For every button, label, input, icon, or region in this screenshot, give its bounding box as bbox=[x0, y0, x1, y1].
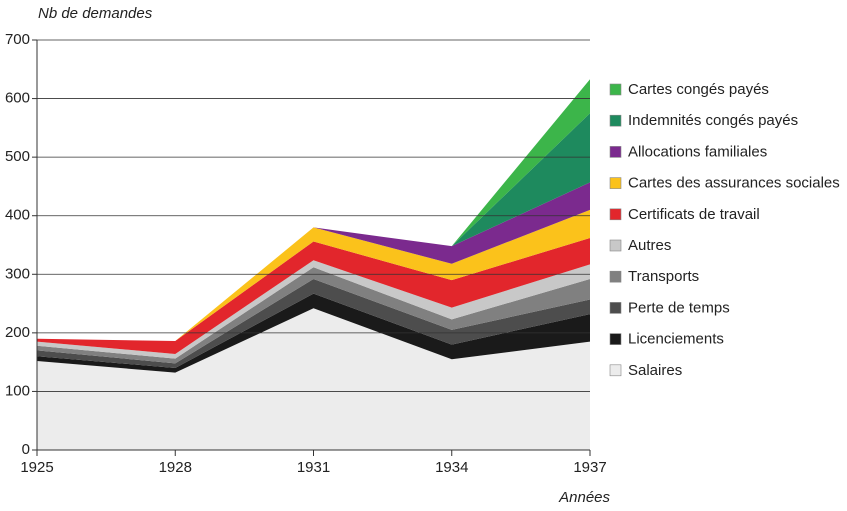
x-tick-label: 1928 bbox=[159, 459, 192, 476]
legend-swatch bbox=[609, 83, 622, 96]
legend-label: Autres bbox=[628, 237, 671, 254]
y-axis-label: Nb de demandes bbox=[38, 5, 153, 22]
legend-label: Salaires bbox=[628, 362, 682, 379]
x-tick-label: 1937 bbox=[573, 459, 606, 476]
x-tick-label: 1931 bbox=[297, 459, 330, 476]
x-axis-label: Années bbox=[558, 489, 610, 506]
legend-label: Cartes congés payés bbox=[628, 81, 769, 98]
area bbox=[37, 267, 590, 364]
legend-label: Cartes des assurances sociales bbox=[628, 175, 840, 192]
area bbox=[37, 308, 590, 450]
legend-swatch bbox=[609, 114, 622, 127]
area bbox=[37, 260, 590, 359]
area bbox=[37, 237, 590, 354]
legend-swatch bbox=[609, 146, 622, 158]
legend-label: Indemnités congés payés bbox=[628, 112, 798, 129]
y-tick-label: 100 bbox=[5, 382, 30, 399]
legend-swatch bbox=[609, 239, 622, 252]
y-tick-label: 500 bbox=[5, 148, 30, 165]
y-tick-label: 200 bbox=[5, 324, 30, 341]
area bbox=[37, 278, 590, 368]
area bbox=[37, 209, 590, 342]
legend-swatch bbox=[609, 208, 622, 221]
legend-label: Certificats de travail bbox=[628, 206, 760, 223]
legend-swatch bbox=[609, 270, 622, 283]
x-tick-label: 1934 bbox=[435, 459, 468, 476]
y-tick-label: 400 bbox=[5, 207, 30, 224]
legend-swatch bbox=[609, 364, 622, 377]
area bbox=[37, 293, 590, 373]
legend-label: Allocations familiales bbox=[628, 143, 767, 160]
x-tick-label: 1925 bbox=[20, 459, 53, 476]
legend-swatch bbox=[609, 302, 622, 314]
legend-label: Transports bbox=[628, 268, 699, 285]
legend-label: Perte de temps bbox=[628, 299, 730, 316]
y-tick-label: 0 bbox=[22, 441, 30, 458]
y-tick-label: 700 bbox=[5, 31, 30, 48]
legend-label: Licenciements bbox=[628, 331, 724, 348]
legend-swatch bbox=[609, 333, 622, 345]
area bbox=[37, 113, 590, 342]
legend-swatch bbox=[609, 177, 622, 189]
y-tick-label: 300 bbox=[5, 265, 30, 282]
y-tick-label: 600 bbox=[5, 90, 30, 107]
